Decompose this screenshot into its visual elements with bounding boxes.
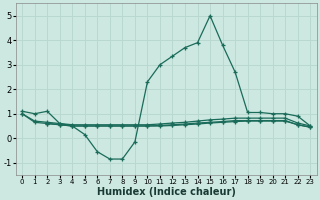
X-axis label: Humidex (Indice chaleur): Humidex (Indice chaleur) <box>97 187 236 197</box>
